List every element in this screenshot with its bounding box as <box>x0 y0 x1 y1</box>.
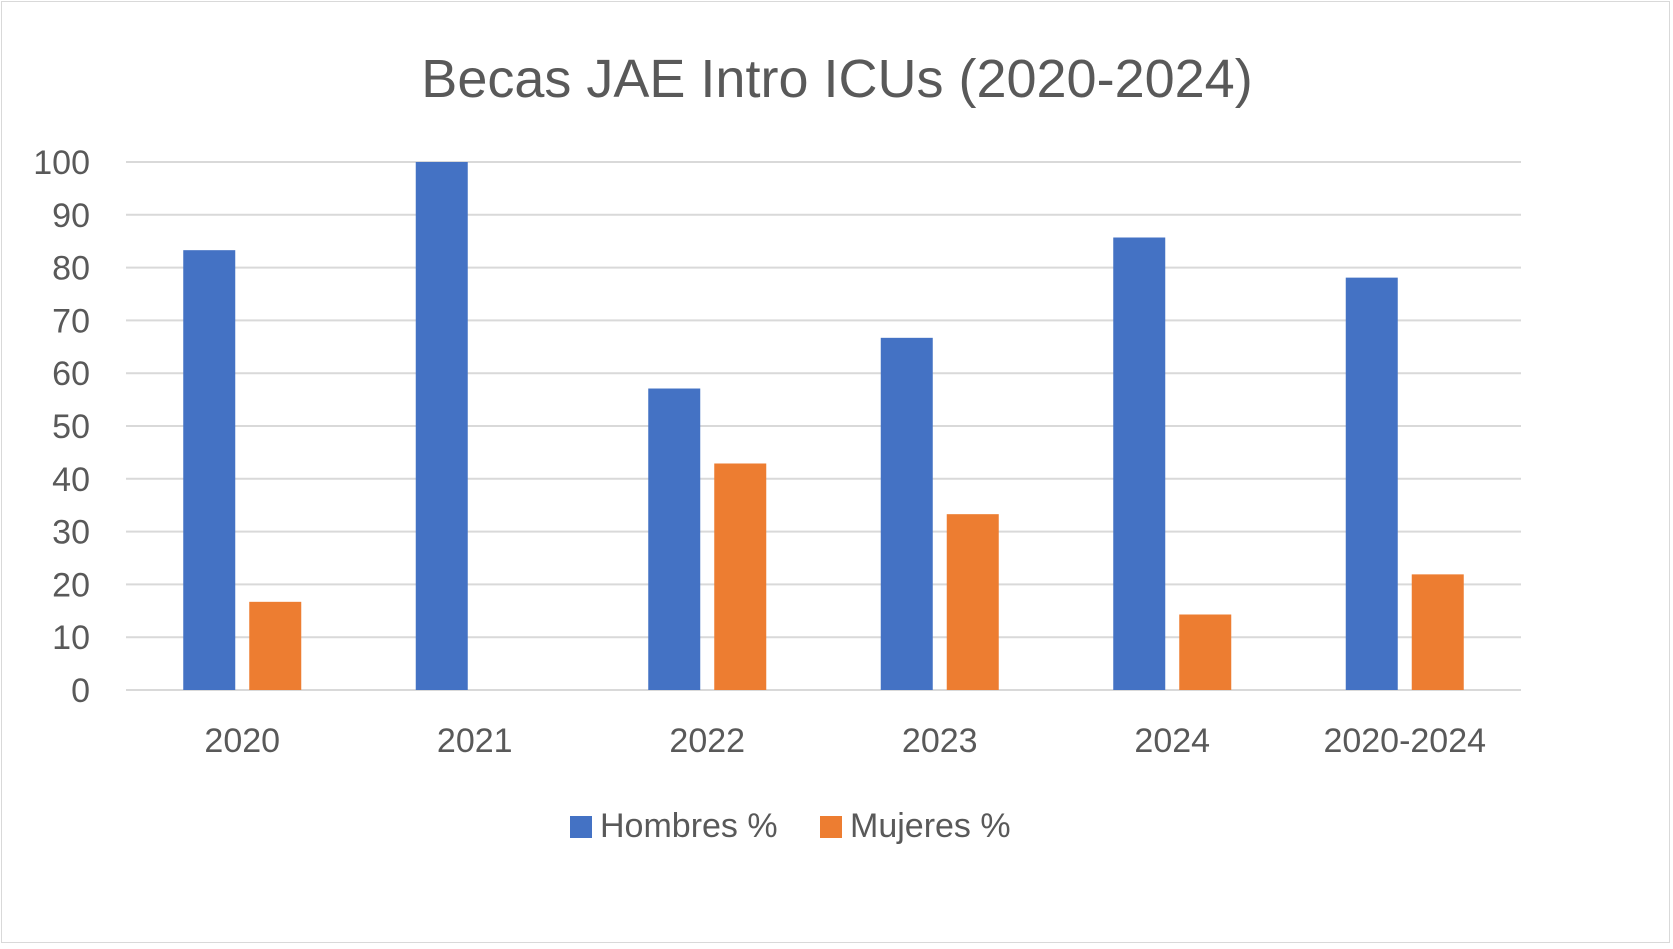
legend-item-hombres: Hombres % <box>570 807 778 845</box>
bar-hombres-2023 <box>880 337 933 690</box>
legend-label: Mujeres % <box>850 807 1011 845</box>
bar-hombres-2024 <box>1113 237 1166 690</box>
y-axis-ticks: 0 10 20 30 40 50 60 70 80 90 100 <box>33 144 90 710</box>
y-tick-label: 50 <box>52 408 90 446</box>
chart-title: Becas JAE Intro ICUs (2020-2024) <box>421 49 1252 109</box>
x-tick-label: 2021 <box>437 722 513 760</box>
legend-swatch <box>820 816 842 838</box>
y-tick-label: 10 <box>52 619 90 657</box>
bar-hombres-2020-2024 <box>1345 277 1398 690</box>
x-tick-label: 2020-2024 <box>1323 722 1486 760</box>
y-tick-label: 20 <box>52 566 90 604</box>
bars <box>183 162 1464 690</box>
y-tick-label: 80 <box>52 250 90 288</box>
bar-hombres-2021 <box>415 162 468 690</box>
y-tick-label: 40 <box>52 461 90 499</box>
legend-item-mujeres: Mujeres % <box>820 807 1011 845</box>
x-tick-label: 2022 <box>669 722 745 760</box>
x-axis-ticks: 2020 2021 2022 2023 2024 2020-2024 <box>204 722 1486 760</box>
bar-mujeres-2020 <box>249 601 302 690</box>
bar-mujeres-2020-2024 <box>1411 574 1464 690</box>
gridlines <box>126 161 1521 691</box>
bar-hombres-2020 <box>183 250 236 690</box>
bar-hombres-2022 <box>648 388 701 690</box>
y-tick-label: 100 <box>33 144 90 182</box>
y-tick-label: 60 <box>52 355 90 393</box>
legend: Hombres % Mujeres % <box>570 807 1011 845</box>
y-tick-label: 30 <box>52 514 90 552</box>
x-tick-label: 2020 <box>204 722 280 760</box>
legend-swatch <box>570 816 592 838</box>
bar-mujeres-2022 <box>714 463 767 690</box>
x-tick-label: 2024 <box>1134 722 1210 760</box>
y-tick-label: 70 <box>52 302 90 340</box>
bar-mujeres-2024 <box>1179 614 1232 690</box>
legend-label: Hombres % <box>600 807 778 845</box>
y-tick-label: 0 <box>71 672 90 710</box>
x-tick-label: 2023 <box>902 722 978 760</box>
y-tick-label: 90 <box>52 197 90 235</box>
bar-mujeres-2023 <box>946 514 999 690</box>
